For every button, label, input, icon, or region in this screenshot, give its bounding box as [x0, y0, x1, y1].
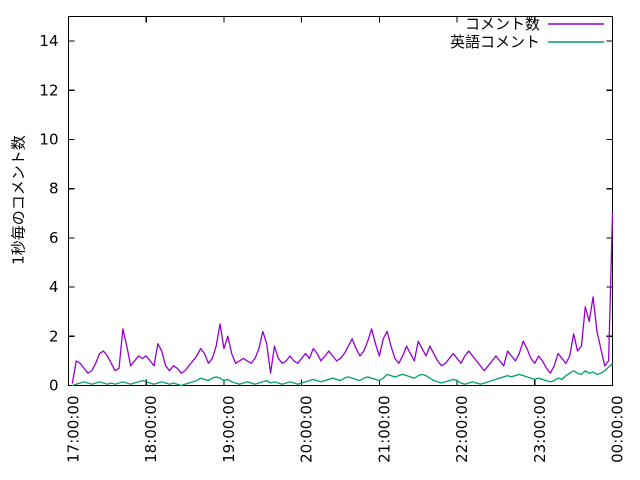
x-axis-ticks: 17:00:00 18:00:00 19:00:00 20:00:00 21:00:00…: [65, 16, 627, 463]
x-tick-label: 21:00:00: [375, 396, 393, 463]
y-axis-title: 1秒毎のコメント数: [10, 135, 28, 265]
x-tick-label: 22:00:00: [453, 396, 471, 463]
x-tick-label: 19:00:00: [220, 396, 238, 463]
y-tick-label: 14: [39, 32, 58, 50]
y-tick-label: 8: [49, 180, 59, 198]
x-tick-label: 20:00:00: [298, 396, 316, 463]
series-line-2: [71, 362, 614, 387]
y-tick-label: 0: [49, 377, 59, 395]
y-tick-label: 4: [49, 278, 59, 296]
series-line-1: [71, 212, 614, 384]
plot-frame: [67, 15, 614, 387]
legend-label-1: コメント数: [465, 15, 540, 33]
x-tick-label: 00:00:00: [609, 396, 627, 463]
y-tick-label: 6: [49, 229, 59, 247]
y-tick-label: 10: [39, 131, 58, 149]
y-tick-label: 12: [39, 81, 58, 99]
x-tick-label: 18:00:00: [142, 396, 160, 463]
series-lines: [71, 212, 614, 387]
y-tick-label: 2: [49, 327, 59, 345]
x-tick-label: 17:00:00: [65, 396, 83, 463]
legend-label-2: 英語コメント: [450, 33, 540, 51]
x-tick-label: 23:00:00: [531, 396, 549, 463]
